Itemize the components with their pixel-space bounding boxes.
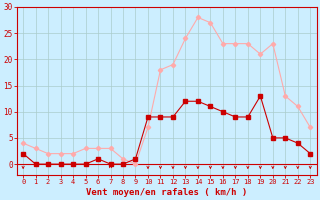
X-axis label: Vent moyen/en rafales ( km/h ): Vent moyen/en rafales ( km/h ): [86, 188, 247, 197]
